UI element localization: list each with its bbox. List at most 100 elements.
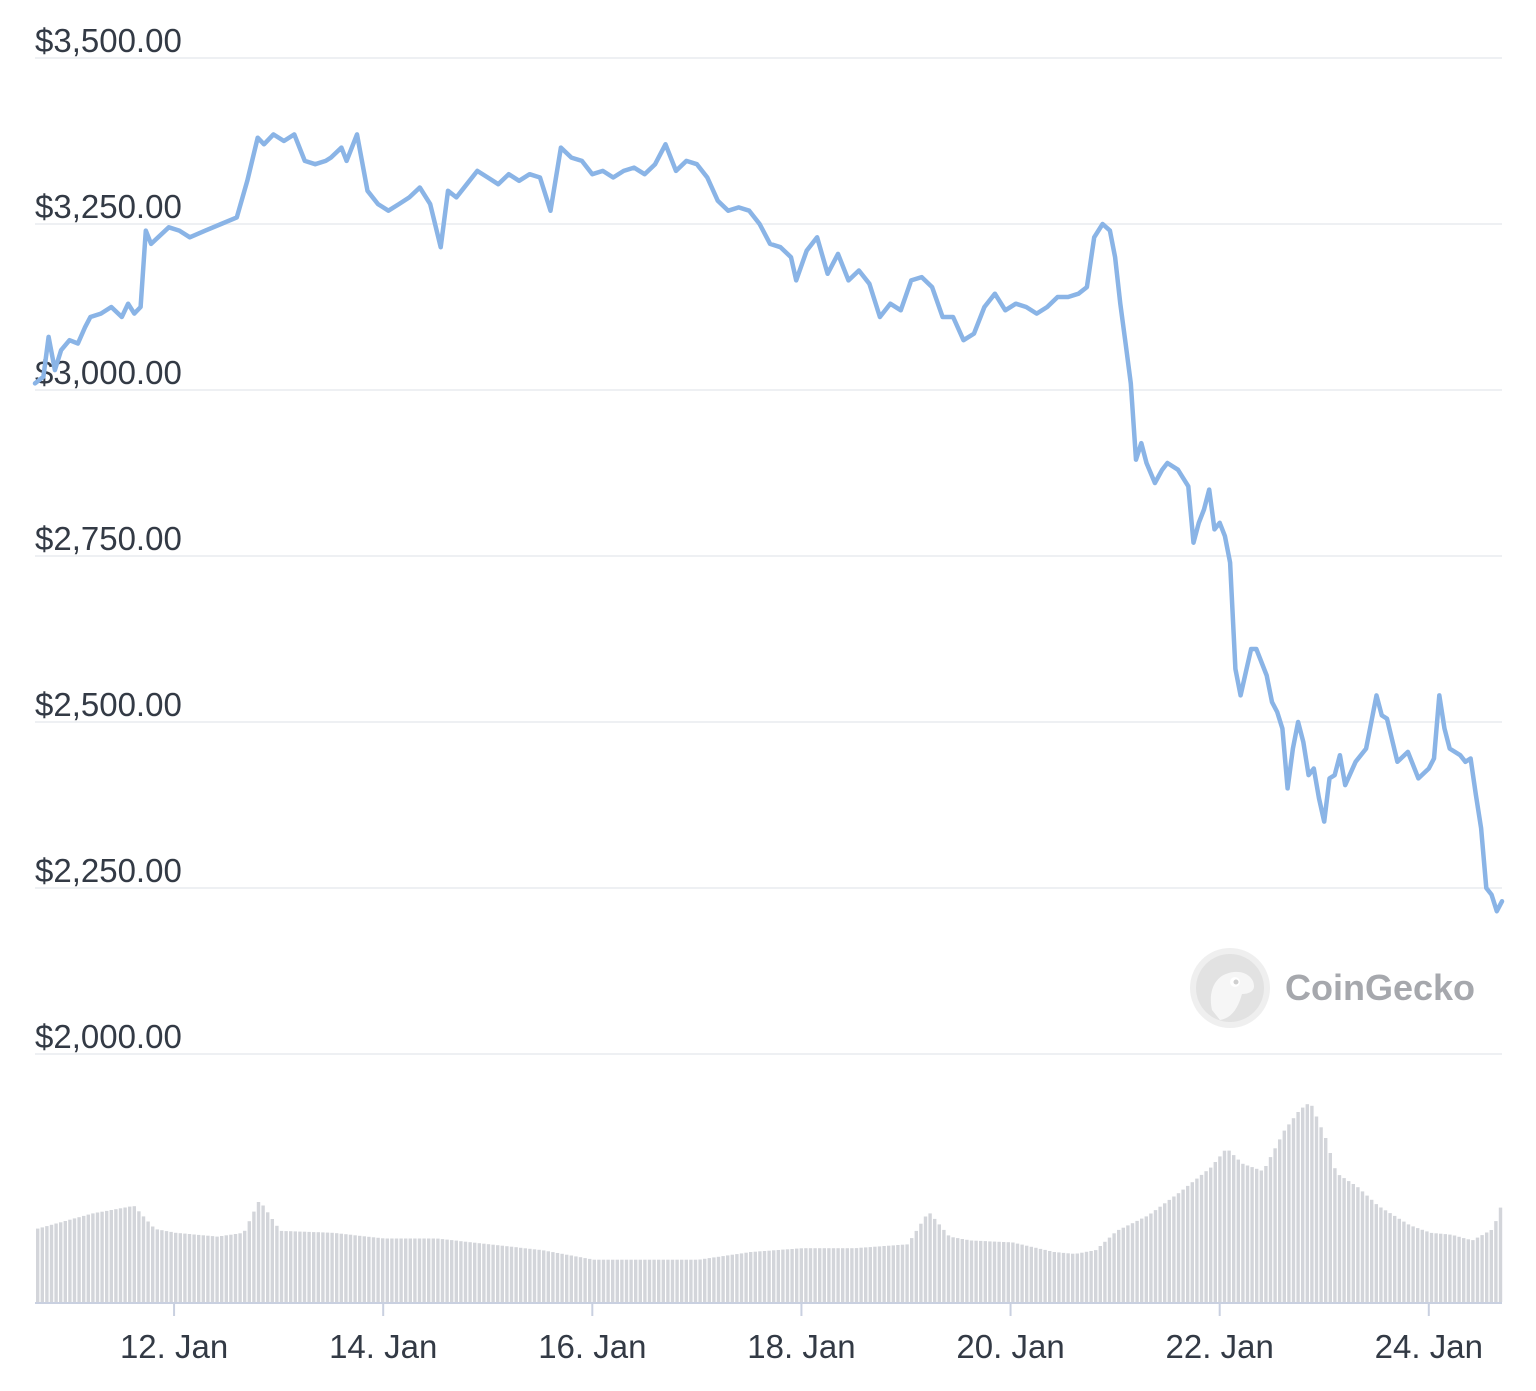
volume-bar <box>146 1221 150 1302</box>
volume-bar <box>229 1234 233 1302</box>
volume-bar <box>289 1231 293 1302</box>
volume-bar <box>252 1211 256 1302</box>
volume-bar <box>215 1236 219 1302</box>
volume-bar <box>767 1250 771 1302</box>
volume-bar <box>937 1224 941 1302</box>
volume-bar <box>1186 1185 1190 1302</box>
volume-bar <box>1429 1232 1434 1302</box>
volume-bar <box>1089 1251 1093 1302</box>
volume-bar <box>178 1233 182 1302</box>
volume-bar <box>873 1246 877 1302</box>
volume-bar <box>781 1249 785 1302</box>
volume-bar <box>63 1221 67 1302</box>
volume-bar <box>1356 1187 1360 1302</box>
coingecko-watermark: CoinGecko <box>1190 948 1475 1028</box>
volume-bar <box>284 1231 288 1302</box>
volume-bar <box>220 1236 224 1302</box>
volume-bar <box>1163 1203 1167 1302</box>
volume-bar <box>1112 1233 1116 1302</box>
volume-bar <box>1020 1244 1024 1302</box>
volume-bar <box>1466 1239 1470 1302</box>
x-axis: 12. Jan 14. Jan 16. Jan 18. Jan 20. Jan 22. J… <box>35 1302 1502 1365</box>
volume-bar <box>344 1234 348 1302</box>
y-tick-label: $2,500.00 <box>35 686 182 723</box>
volume-bar <box>864 1247 868 1302</box>
volume-bar <box>578 1257 583 1302</box>
volume-bar <box>983 1241 987 1302</box>
volume-bar <box>969 1240 974 1302</box>
volume-bar <box>1181 1189 1185 1302</box>
y-tick-label: $3,500.00 <box>35 22 182 59</box>
volume-bar <box>698 1259 702 1302</box>
volume-bar <box>597 1259 601 1302</box>
volume-bar <box>1034 1247 1038 1302</box>
volume-bar <box>877 1246 882 1302</box>
volume-bar <box>1126 1225 1130 1302</box>
volume-bar <box>302 1231 307 1302</box>
volume-bar <box>1374 1204 1378 1302</box>
volume-bar <box>174 1232 178 1302</box>
volume-bar <box>1011 1242 1015 1302</box>
volume-bar <box>440 1239 445 1302</box>
volume-bar <box>436 1238 440 1302</box>
volume-bar <box>1296 1112 1300 1302</box>
volume-bar <box>385 1238 389 1302</box>
volume-bar <box>928 1213 932 1302</box>
volume-bar <box>560 1253 564 1302</box>
volume-bar <box>974 1240 978 1302</box>
volume-bar <box>1342 1178 1346 1302</box>
volume-bar <box>141 1216 146 1302</box>
volume-bar <box>1130 1223 1135 1302</box>
volume-bar <box>1439 1233 1443 1302</box>
volume-bar <box>137 1211 141 1302</box>
volume-bar <box>565 1254 569 1302</box>
volume-bar <box>1061 1252 1066 1302</box>
volume-bar <box>592 1259 596 1302</box>
volume-bar <box>519 1247 523 1302</box>
volume-bar <box>1434 1233 1438 1302</box>
volume-bar <box>1084 1251 1089 1302</box>
volume-bar <box>790 1249 794 1302</box>
volume-bar <box>261 1205 265 1302</box>
volume-bar <box>187 1234 192 1302</box>
volume-bar <box>624 1259 629 1302</box>
volume-bar <box>1029 1246 1033 1302</box>
volume-bar <box>293 1231 297 1302</box>
volume-bar <box>1273 1148 1277 1302</box>
volume-bar <box>601 1259 606 1302</box>
volume-bar <box>804 1248 808 1302</box>
volume-bar <box>762 1251 767 1302</box>
volume-bar <box>1402 1221 1406 1302</box>
volume-bar <box>1411 1226 1415 1302</box>
volume-bar <box>1360 1191 1365 1302</box>
volume-bar <box>210 1236 215 1302</box>
volume-bar <box>362 1236 366 1302</box>
volume-bar <box>611 1259 615 1302</box>
volume-bar <box>1209 1167 1213 1302</box>
volume-bar <box>463 1241 468 1302</box>
gecko-logo-icon <box>1190 948 1270 1028</box>
volume-bar <box>1337 1175 1342 1302</box>
volume-bar <box>1406 1224 1411 1302</box>
volume-bar <box>1480 1235 1484 1302</box>
volume-bar <box>1462 1238 1466 1302</box>
volume-bar <box>459 1241 463 1302</box>
price-series <box>32 132 1505 914</box>
volume-bar <box>59 1222 63 1302</box>
volume-bar <box>569 1255 573 1302</box>
volume-bar <box>680 1259 684 1302</box>
volume-bar <box>376 1237 380 1302</box>
volume-bar <box>735 1254 739 1302</box>
volume-bar <box>1333 1168 1337 1302</box>
x-tick-label: 16. Jan <box>538 1328 646 1365</box>
volume-bar <box>496 1245 500 1302</box>
volume-bar <box>54 1223 58 1302</box>
volume-bar <box>1236 1159 1240 1302</box>
volume-bar <box>1383 1210 1388 1302</box>
volume-bar <box>224 1235 228 1302</box>
volume-bar <box>523 1248 527 1302</box>
x-tick-label: 24. Jan <box>1375 1328 1483 1365</box>
volume-bar <box>827 1248 831 1302</box>
volume-bar <box>1328 1153 1332 1302</box>
volume-bar <box>896 1245 900 1302</box>
